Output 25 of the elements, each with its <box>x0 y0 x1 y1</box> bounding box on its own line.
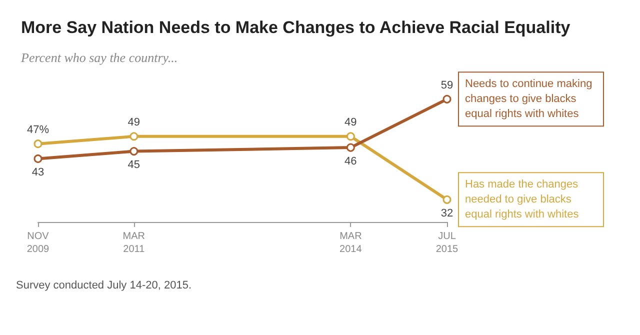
data-label: 47% <box>26 124 50 136</box>
series-label: Needs to continue making changes to give blacks equal rights with whites <box>465 78 596 120</box>
data-label: 32 <box>440 207 454 220</box>
data-label: 59 <box>440 79 454 92</box>
point <box>34 154 42 163</box>
data-label: 49 <box>128 116 140 129</box>
data-label: 43 <box>32 166 44 178</box>
x-tick-label: MAR 2011 <box>122 231 146 255</box>
data-label: 45 <box>128 159 140 172</box>
x-tick-label: MAR 2014 <box>340 231 362 255</box>
series-label: Has made the changes needed to give blacks equal rights with whites <box>465 178 582 221</box>
x-tick-label: JUL 2015 <box>436 231 459 255</box>
point <box>346 132 355 141</box>
point <box>442 195 452 204</box>
chart-subtitle: Percent who say the country... <box>20 50 178 65</box>
point <box>34 140 42 148</box>
text: Survey conducted July 14-20, 2015. <box>16 280 192 292</box>
point <box>442 94 452 104</box>
point <box>346 143 355 152</box>
x-tick-label: NOV 2009 <box>26 231 50 255</box>
data-label: 49 <box>344 116 357 129</box>
chart-title: More Say Nation Needs to Make Changes to Achieve Racial Equality <box>21 18 571 37</box>
point <box>130 132 138 141</box>
data-label: 46 <box>344 155 357 168</box>
point <box>130 147 138 156</box>
